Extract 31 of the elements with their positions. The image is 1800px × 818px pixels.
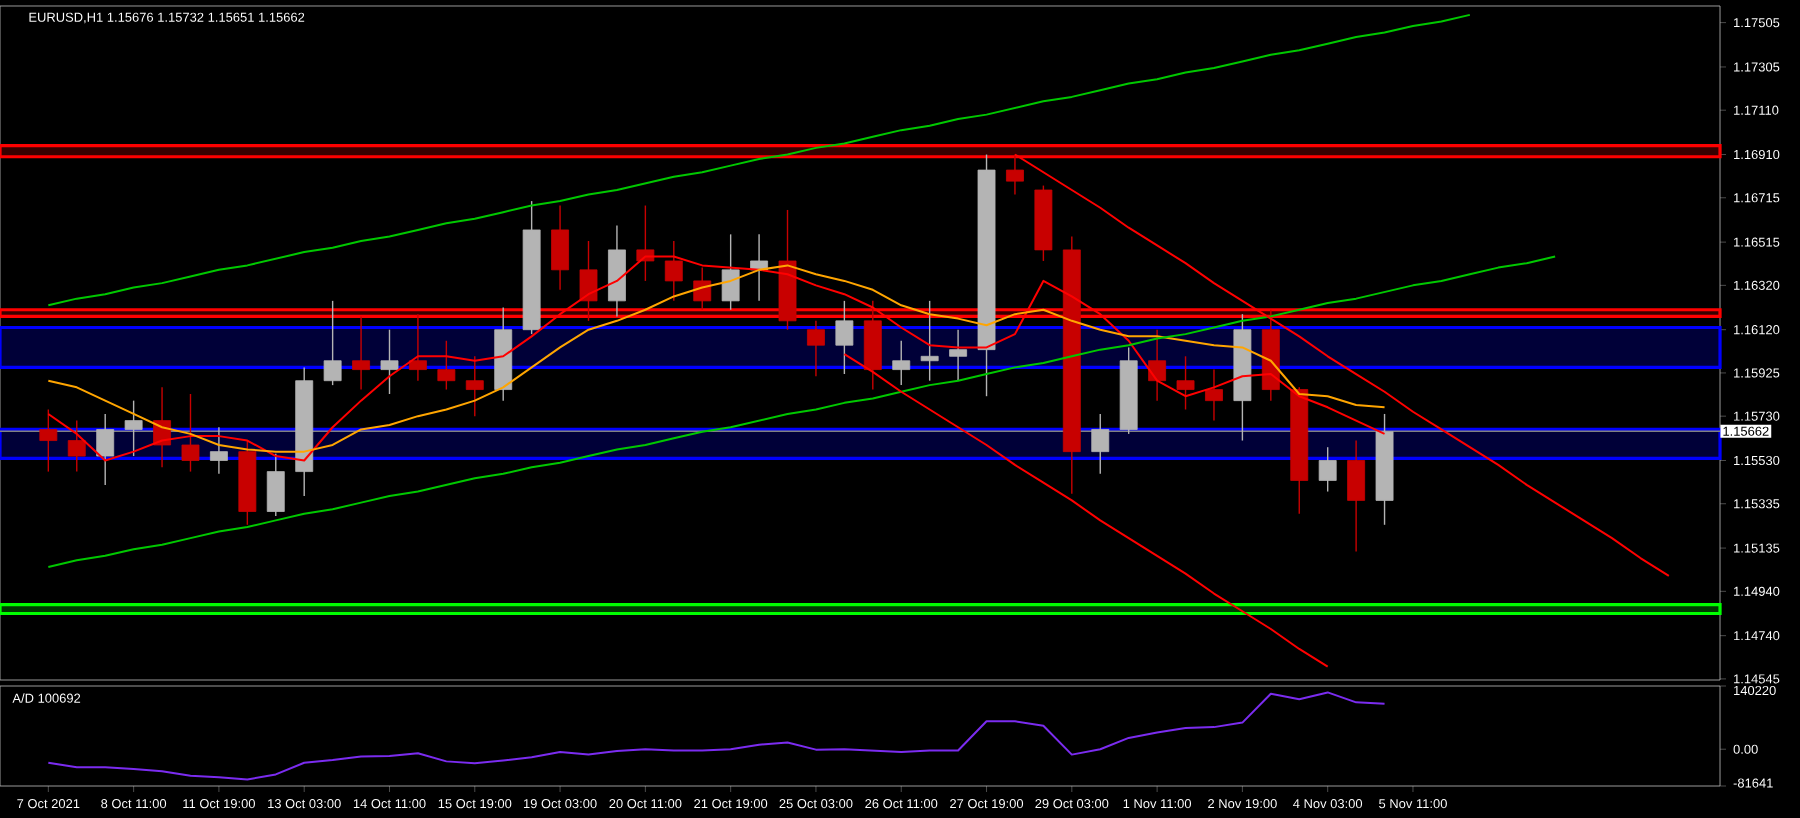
candlestick [437,340,456,391]
candlestick [67,419,86,473]
candlestick [1148,328,1167,402]
candlestick [721,233,740,311]
candlestick [579,240,598,322]
candlestick [209,426,228,475]
candlestick [266,453,285,517]
candlestick [465,355,484,417]
candlestick [96,413,115,486]
candlestick [1006,153,1024,196]
candlestick [664,240,683,302]
candlestick [352,315,370,391]
candlestick [1176,355,1195,411]
candlestick [1205,368,1223,422]
candlestick [920,300,939,382]
candlestick [693,266,712,311]
candlestick [1347,439,1366,553]
candlestick [1318,446,1337,493]
candlestick [636,204,655,282]
candlestick [380,328,399,395]
candlestick [408,313,427,382]
candlestick [807,320,825,377]
candlestick [551,204,569,291]
candlestick [1091,413,1110,475]
candlestick [181,393,200,473]
candlestick [323,300,342,386]
candlestick [835,300,854,375]
candlestick [949,328,968,382]
candlestick [124,399,143,457]
candlestick [39,408,58,473]
candlestick [892,340,911,386]
